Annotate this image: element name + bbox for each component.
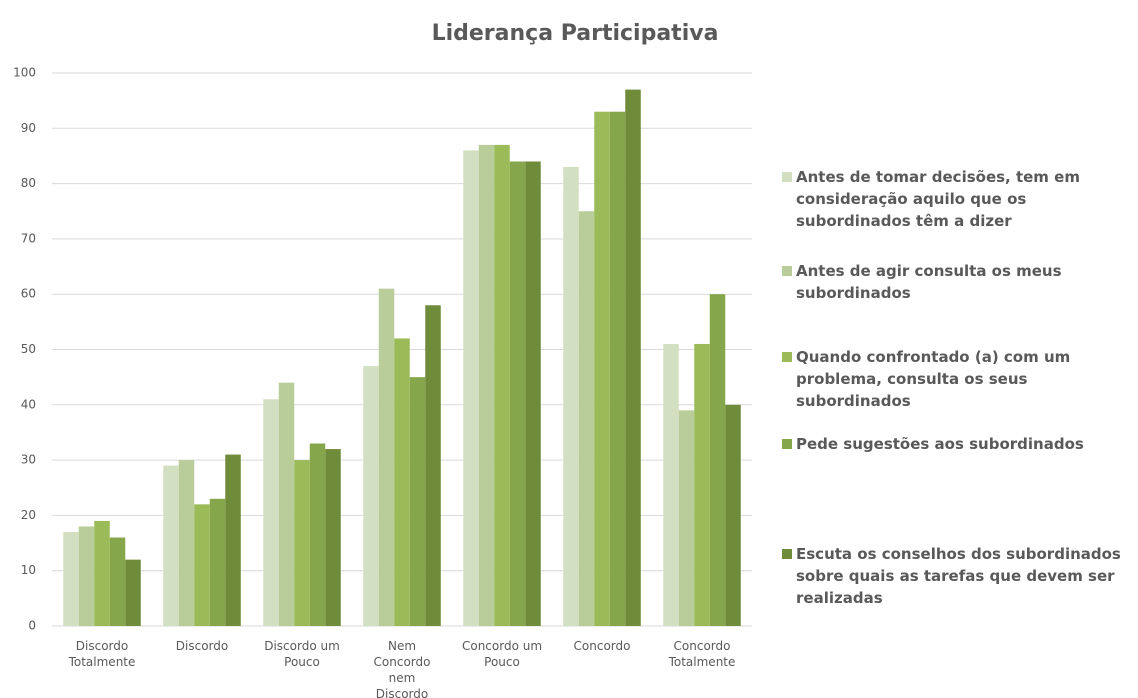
bar: [363, 366, 379, 626]
legend-swatch: [782, 352, 792, 362]
y-tick-label: 60: [21, 287, 36, 301]
bar: [94, 520, 110, 626]
bar: [609, 111, 626, 626]
bar: [425, 305, 441, 626]
bar: [109, 537, 126, 626]
chart-title: Liderança Participativa: [432, 21, 719, 46]
x-tick-label: Concordo Totalmente: [668, 639, 736, 669]
bar: [563, 167, 579, 626]
x-tick-label: Discordo um Pouco: [264, 639, 340, 669]
bar: [725, 404, 741, 626]
x-tick-label: Concordo: [573, 639, 631, 653]
bar: [225, 454, 241, 626]
bar: [625, 89, 641, 627]
bar: [78, 526, 95, 626]
bar: [263, 399, 279, 626]
legend-swatch: [782, 439, 792, 449]
bar: [694, 343, 710, 626]
bar: [478, 144, 495, 626]
x-tick-label: Concordo um Pouco: [461, 639, 543, 669]
x-tick-label: Discordo: [175, 639, 229, 653]
bar: [294, 460, 310, 626]
bar: [63, 531, 79, 626]
y-tick-label: 30: [21, 453, 36, 467]
y-tick-label: 20: [21, 508, 36, 522]
y-tick-label: 10: [21, 563, 36, 577]
legend-swatch: [782, 266, 792, 276]
bar: [525, 161, 541, 627]
y-tick-label: 0: [28, 619, 36, 633]
bar: [309, 443, 326, 626]
bar: [594, 111, 610, 626]
bar: [209, 498, 226, 626]
bar: [494, 144, 510, 626]
legend-swatch: [782, 172, 792, 182]
bar: [194, 504, 210, 626]
bar: [378, 288, 395, 626]
legend-entry: Escuta os conselhos dos subordinados sob…: [782, 543, 1136, 609]
bar: [325, 449, 341, 626]
bar: [125, 559, 141, 626]
x-tick-label: Nem Concordo nem Discordo: [373, 639, 431, 698]
y-tick-label: 70: [21, 231, 36, 245]
legend-entry: Pede sugestões aos subordinados: [782, 433, 1136, 455]
bar: [278, 382, 295, 626]
bar: [663, 343, 679, 626]
bar: [409, 377, 426, 626]
y-tick-label: 40: [21, 397, 36, 411]
bar: [163, 465, 179, 626]
legend-entry: Antes de agir consulta os meus subordina…: [782, 260, 1136, 304]
bar: [709, 294, 726, 626]
legend-entry: Quando confrontado (a) com um problema, …: [782, 346, 1136, 412]
legend-swatch: [782, 549, 792, 559]
bar: [178, 460, 195, 626]
y-tick-label: 80: [21, 176, 36, 190]
bar: [394, 338, 410, 626]
bar: [463, 150, 479, 627]
bar: [509, 161, 526, 627]
y-tick-label: 100: [13, 66, 36, 80]
y-tick-label: 50: [21, 342, 36, 356]
y-tick-label: 90: [21, 121, 36, 135]
bar: [578, 211, 595, 626]
x-tick-label: Discordo Totalmente: [68, 639, 136, 669]
bar: [678, 410, 695, 626]
legend-entry: Antes de tomar decisões, tem em consider…: [782, 166, 1136, 232]
